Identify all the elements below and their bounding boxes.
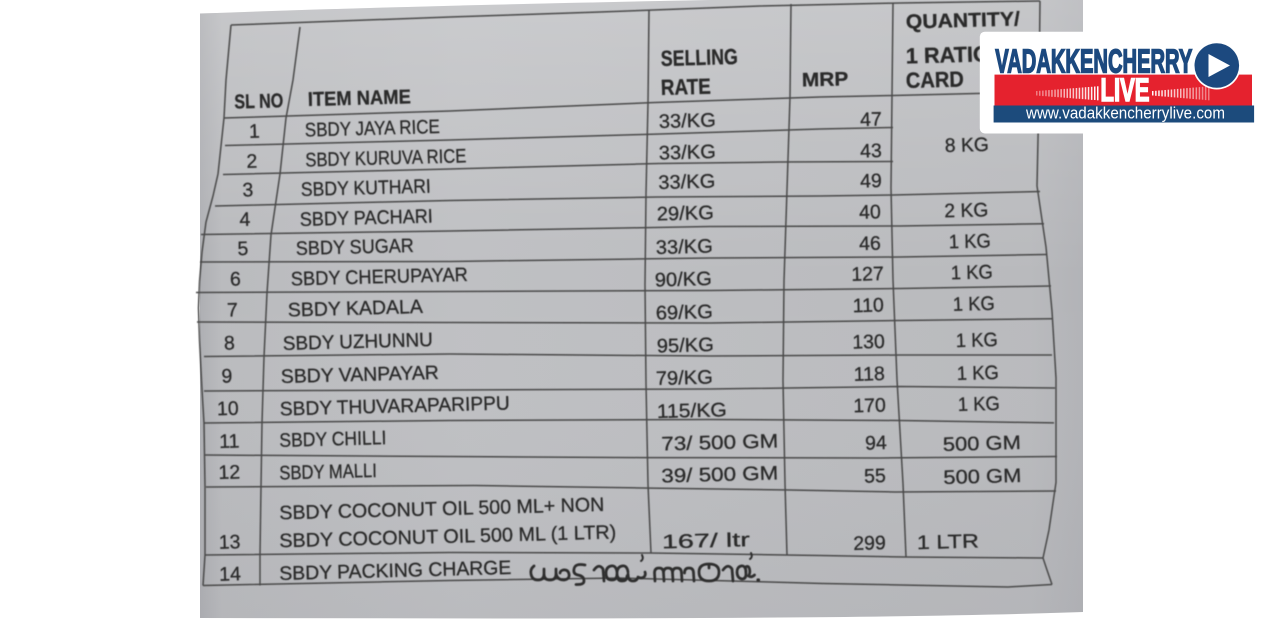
svg-text:33/KG: 33/KG [659, 110, 717, 133]
svg-text:1: 1 [249, 121, 260, 143]
svg-text:49: 49 [860, 170, 882, 193]
svg-text:33/KG: 33/KG [656, 236, 714, 259]
svg-text:3: 3 [242, 179, 253, 201]
svg-text:39/ 500 GM: 39/ 500 GM [661, 462, 779, 487]
svg-text:12: 12 [218, 461, 240, 484]
svg-text:33/KG: 33/KG [658, 171, 716, 194]
svg-text:8 KG: 8 KG [945, 134, 990, 157]
svg-text:13: 13 [219, 531, 241, 554]
svg-text:1 KG: 1 KG [951, 261, 994, 284]
svg-text:SBDY KADALA: SBDY KADALA [288, 296, 424, 322]
svg-text:95/KG: 95/KG [657, 334, 715, 357]
svg-text:CARD: CARD [905, 66, 964, 93]
svg-text:115/KG: 115/KG [657, 399, 728, 423]
svg-text:MRP: MRP [802, 68, 849, 91]
svg-text:SBDY PACKING CHARGE: SBDY PACKING CHARGE [279, 557, 511, 585]
svg-text:500 GM: 500 GM [943, 432, 1022, 456]
svg-text:1 KG: 1 KG [949, 230, 992, 253]
svg-text:167/ ltr: 167/ ltr [662, 529, 751, 553]
svg-text:170: 170 [853, 395, 886, 418]
svg-text:2: 2 [246, 151, 257, 173]
svg-text:55: 55 [864, 465, 886, 488]
svg-text:VADAKKENCHERRY: VADAKKENCHERRY [995, 43, 1192, 80]
svg-text:RATE: RATE [660, 74, 711, 100]
svg-text:69/KG: 69/KG [656, 301, 714, 324]
svg-text:LIVE: LIVE [1101, 72, 1150, 108]
svg-text:1 KG: 1 KG [956, 329, 999, 352]
svg-text:94: 94 [865, 432, 887, 455]
svg-text:SL NO: SL NO [234, 90, 284, 113]
svg-text:90/KG: 90/KG [655, 268, 713, 291]
svg-text:118: 118 [853, 363, 885, 386]
svg-text:QUANTITY/: QUANTITY/ [906, 9, 1021, 34]
svg-text:500 GM: 500 GM [943, 465, 1022, 489]
svg-text:SBDY KUTHARI: SBDY KUTHARI [301, 176, 432, 201]
svg-text:SBDY KURUVA RICE: SBDY KURUVA RICE [305, 145, 467, 171]
svg-text:7: 7 [227, 299, 238, 321]
svg-text:1 RATIO: 1 RATIO [905, 41, 990, 68]
svg-text:130: 130 [852, 331, 885, 354]
svg-text:ITEM NAME: ITEM NAME [308, 86, 412, 111]
svg-text:SELLING: SELLING [660, 44, 738, 71]
svg-text:110: 110 [852, 294, 884, 317]
svg-text:SBDY CHILLI: SBDY CHILLI [279, 427, 387, 452]
svg-text:46: 46 [859, 233, 881, 256]
svg-text:29/KG: 29/KG [657, 202, 715, 225]
svg-text:14: 14 [219, 563, 241, 586]
svg-text:SBDY VANPAYAR: SBDY VANPAYAR [281, 362, 440, 388]
svg-text:11: 11 [219, 430, 240, 453]
svg-text:1 KG: 1 KG [958, 393, 1001, 416]
svg-text:73/ 500 GM: 73/ 500 GM [661, 430, 779, 455]
svg-text:79/KG: 79/KG [656, 367, 714, 390]
svg-text:1 KG: 1 KG [953, 293, 996, 316]
svg-text:43: 43 [860, 140, 882, 163]
svg-text:www.vadakkencherrylive.com: www.vadakkencherrylive.com [1025, 105, 1225, 123]
svg-text:40: 40 [859, 201, 881, 224]
svg-text:1 KG: 1 KG [957, 362, 1000, 385]
svg-text:SBDY SUGAR: SBDY SUGAR [296, 235, 415, 260]
svg-text:SBDY UZHUNNU: SBDY UZHUNNU [283, 329, 434, 355]
svg-text:SBDY JAYA RICE: SBDY JAYA RICE [305, 116, 441, 142]
svg-text:1 LTR: 1 LTR [917, 530, 980, 554]
svg-text:10: 10 [217, 398, 239, 421]
svg-text:9: 9 [221, 365, 232, 387]
svg-text:47: 47 [860, 109, 882, 132]
svg-text:2 KG: 2 KG [944, 199, 989, 222]
svg-text:299: 299 [853, 532, 886, 555]
svg-text:SBDY MALLI: SBDY MALLI [279, 460, 377, 485]
svg-text:6: 6 [230, 268, 241, 290]
svg-text:33/KG: 33/KG [659, 141, 717, 164]
svg-text:5: 5 [237, 238, 249, 260]
svg-text:8: 8 [224, 332, 235, 354]
svg-text:SBDY PACHARI: SBDY PACHARI [300, 206, 434, 231]
svg-text:127: 127 [851, 263, 884, 286]
svg-text:4: 4 [239, 209, 251, 231]
svg-text:SBDY CHERUPAYAR: SBDY CHERUPAYAR [291, 264, 469, 291]
